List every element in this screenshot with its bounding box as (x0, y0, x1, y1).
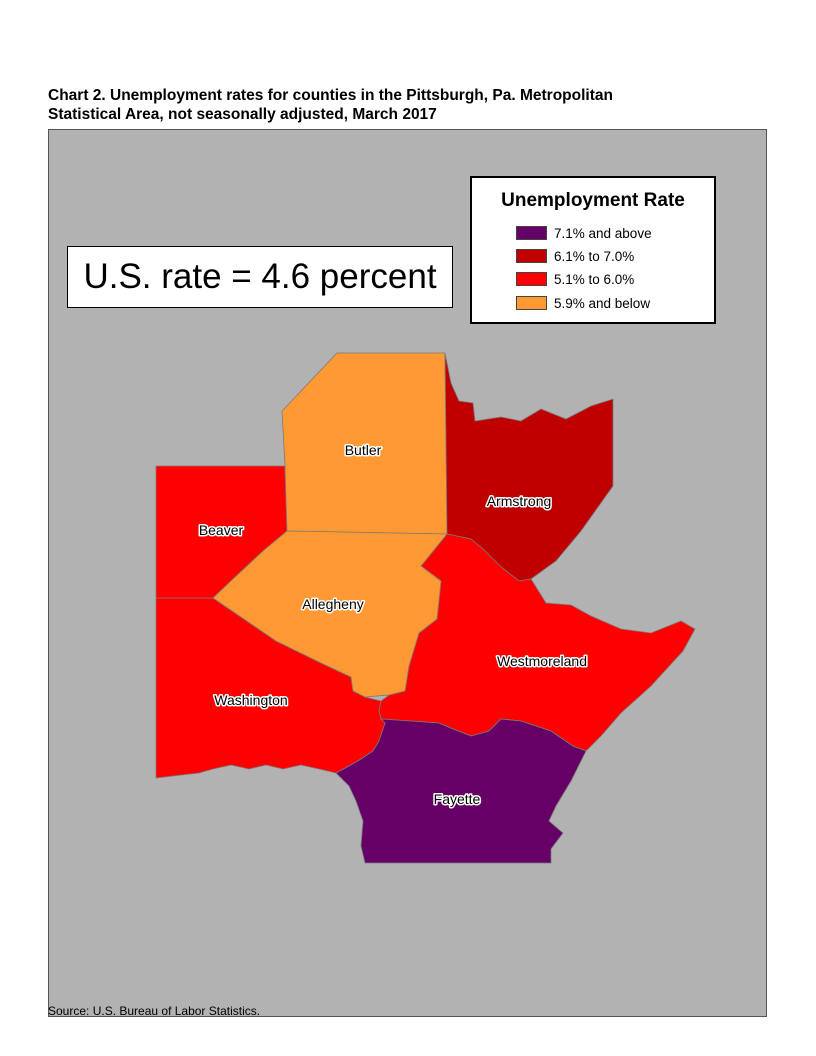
us-rate-box: U.S. rate = 4.6 percent (67, 246, 453, 308)
legend-swatch (516, 296, 547, 310)
legend-label: 5.1% to 6.0% (554, 271, 635, 287)
legend-item-5-9-and-below: 5.9% and below (516, 295, 650, 311)
county-label-westmoreland: Westmoreland (497, 653, 587, 669)
county-label-beaver: Beaver (199, 522, 244, 538)
legend: Unemployment Rate 7.1% and above 6.1% to… (470, 176, 716, 324)
county-label-fayette: Fayette (434, 791, 481, 807)
county-label-washington: Washington (214, 692, 287, 708)
legend-label: 5.9% and below (554, 295, 651, 311)
legend-item-6-1-to-7-0: 6.1% to 7.0% (516, 248, 634, 264)
legend-swatch (516, 226, 547, 240)
legend-title: Unemployment Rate (501, 190, 685, 211)
us-rate-text: U.S. rate = 4.6 percent (83, 257, 437, 296)
county-label-armstrong: Armstrong (487, 493, 552, 509)
county-allegheny[interactable] (212, 530, 448, 698)
chart-title: Chart 2. Unemployment rates for counties… (48, 86, 768, 124)
chart-title-line-1: Chart 2. Unemployment rates for counties… (48, 87, 613, 104)
legend-label: 7.1% and above (554, 225, 652, 241)
county-label-allegheny: Allegheny (302, 596, 364, 612)
legend-swatch (516, 272, 547, 286)
county-fayette[interactable] (335, 718, 587, 864)
county-label-butler: Butler (345, 442, 382, 458)
legend-swatch (516, 249, 547, 263)
chart-title-line-2: Statistical Area, not seasonally adjuste… (48, 106, 437, 123)
county-map: Butler Armstrong Beaver Allegheny Westmo… (155, 352, 696, 864)
legend-item-7-1-and-above: 7.1% and above (516, 225, 652, 241)
source-note: Source: U.S. Bureau of Labor Statistics. (48, 1004, 261, 1018)
legend-label: 6.1% to 7.0% (554, 248, 635, 264)
legend-item-5-1-to-6-0: 5.1% to 6.0% (516, 271, 634, 287)
